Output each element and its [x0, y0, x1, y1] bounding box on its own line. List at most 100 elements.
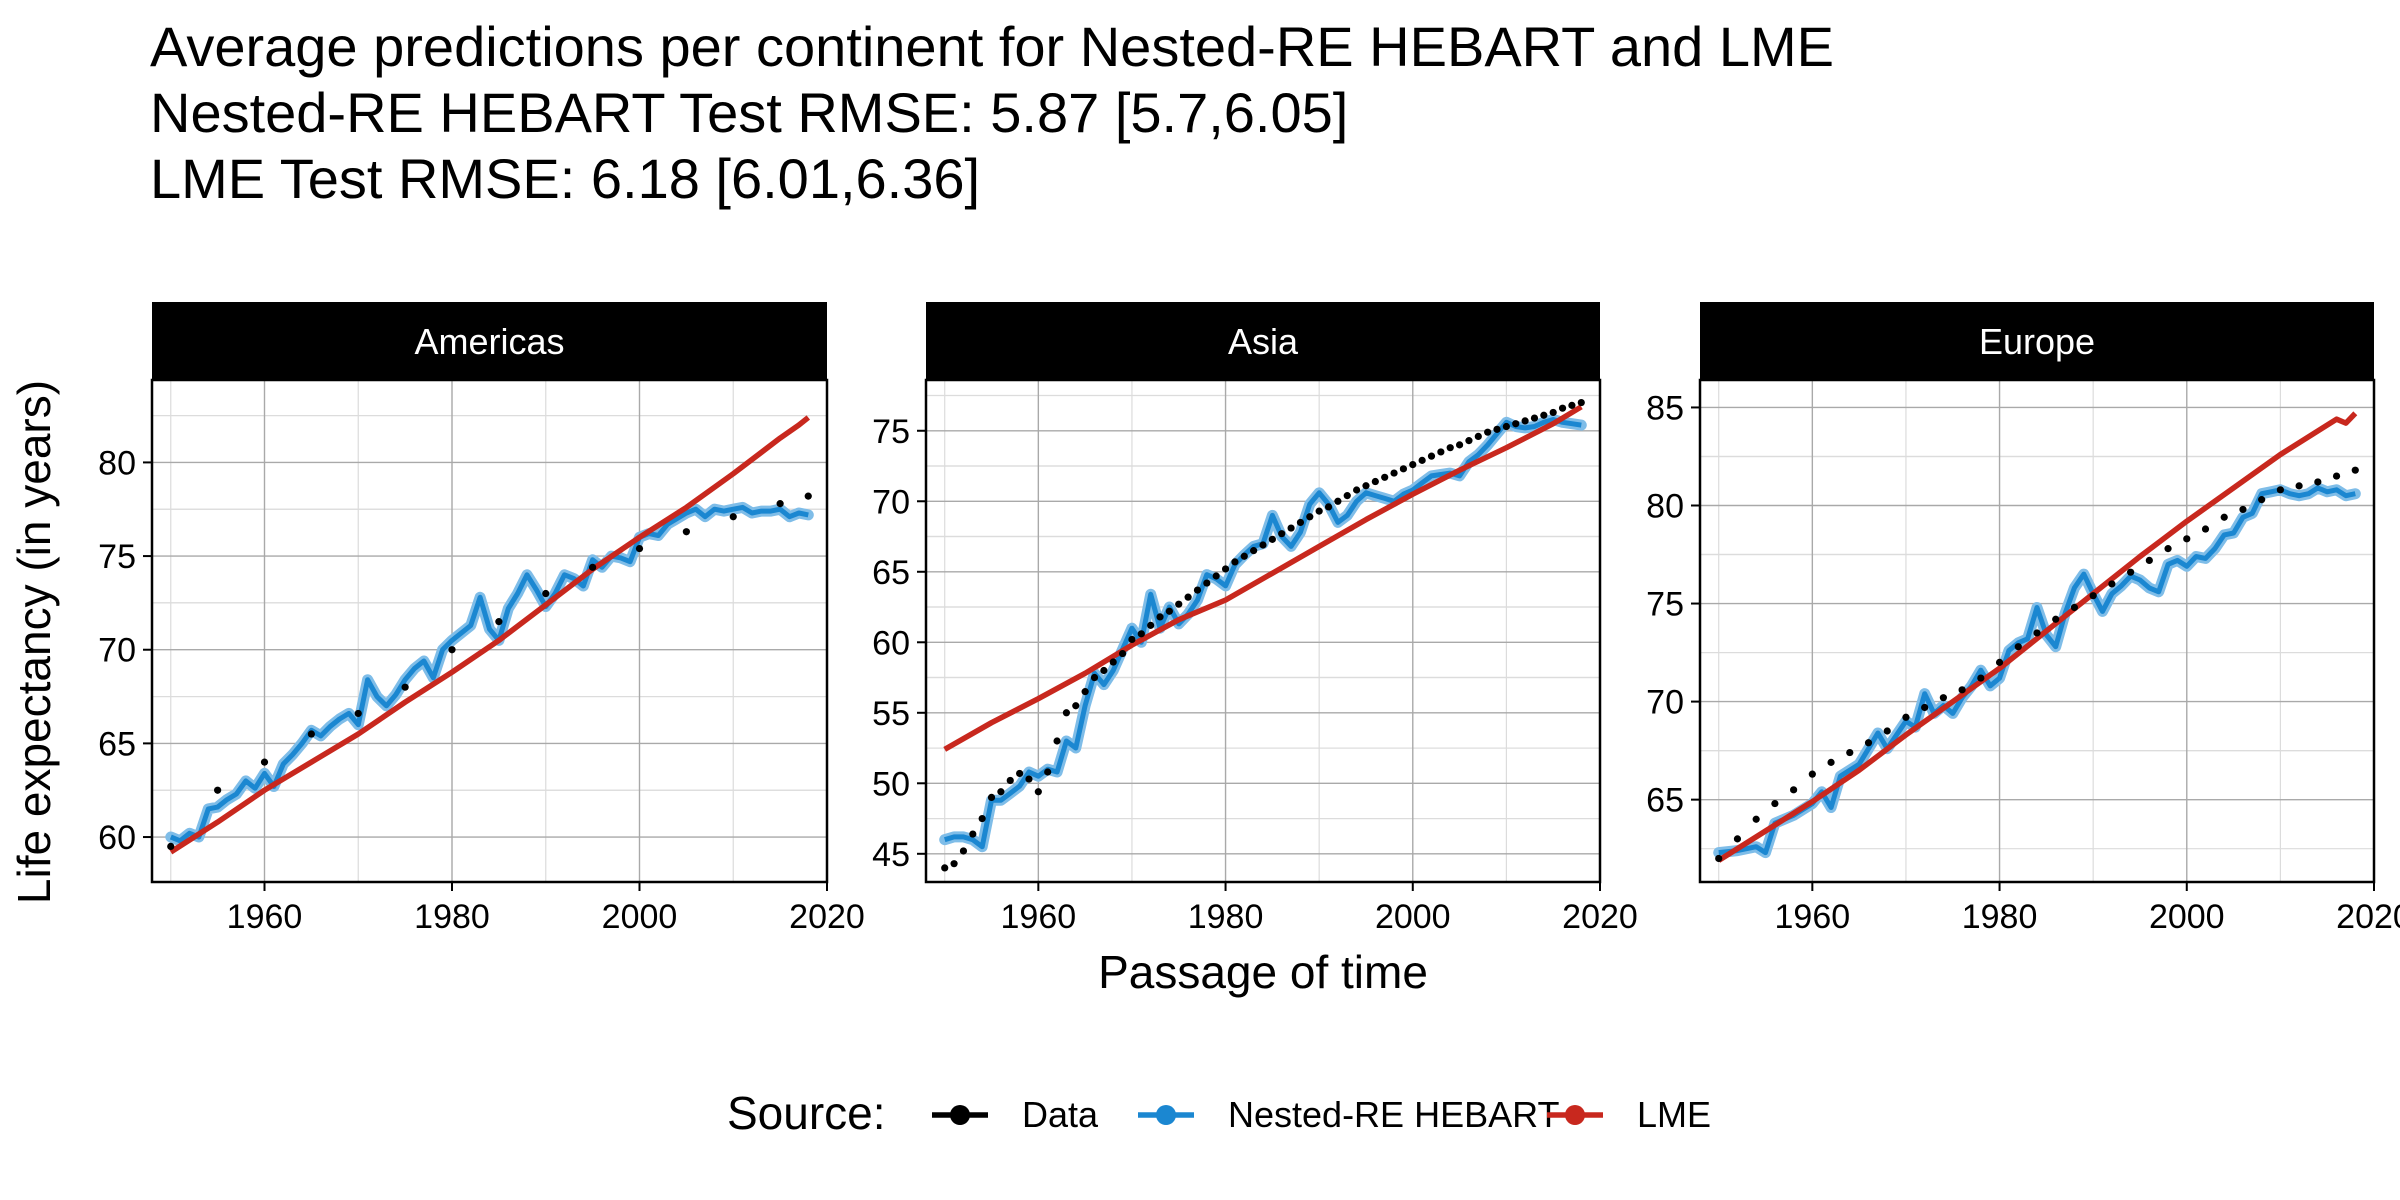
series-data-point — [682, 528, 690, 536]
series-data-point — [260, 758, 269, 766]
legend: Source: Data Nested-RE HEBART LME — [727, 1087, 1711, 1139]
series-data-point — [1577, 398, 1585, 407]
plot-area — [1713, 411, 2361, 863]
series-data-point — [1072, 702, 1080, 710]
x-tick-label: 1980 — [414, 898, 490, 936]
series-data-point — [1343, 492, 1351, 500]
series-data-point — [1044, 768, 1052, 776]
y-axis-title: Life expectancy (in years) — [8, 380, 60, 904]
y-tick-label: 60 — [872, 624, 910, 662]
series-data-point — [1399, 465, 1408, 473]
series-data-point — [2108, 580, 2116, 588]
series-data-point — [1752, 815, 1760, 823]
y-tick-label: 70 — [98, 632, 136, 670]
series-data-point — [1193, 586, 1202, 594]
x-tick-label: 2020 — [2336, 898, 2400, 936]
panel-americas: Americas 1960 1980 2000 2020 60 65 70 75 80 — [98, 302, 865, 936]
series-data-point — [959, 847, 968, 855]
series-data-point — [2201, 525, 2210, 533]
series-data-point — [776, 500, 784, 508]
series-data-point — [1053, 737, 1061, 745]
y-tick-label: 80 — [1646, 488, 1684, 526]
series-data-point — [2183, 535, 2191, 543]
chart-subtitle-hebart-rmse: Nested-RE HEBART Test RMSE: 5.87 [5.7,6.… — [150, 81, 1349, 144]
legend-item-hebart: Nested-RE HEBART — [1138, 1094, 1559, 1135]
series-data-point — [1118, 649, 1127, 658]
y-tick-label: 65 — [872, 554, 910, 592]
series-data-point — [1137, 630, 1145, 638]
panel-border — [150, 378, 829, 884]
y-tick-label: 50 — [872, 765, 910, 803]
series-data-point — [2164, 545, 2172, 553]
series-data-point — [1006, 776, 1014, 785]
series-data-point — [997, 788, 1005, 796]
series-data-point — [1827, 758, 1835, 766]
series-data-point — [1958, 686, 1966, 694]
facet-strip — [926, 302, 1600, 380]
series-data-point — [1025, 775, 1033, 783]
facet-strip-label: Americas — [414, 321, 564, 362]
x-tick-label: 2000 — [1375, 898, 1451, 936]
series-data-point — [1156, 613, 1164, 621]
series-data-point — [1418, 456, 1426, 464]
chart-panels: Americas 1960 1980 2000 2020 60 65 70 75 80 Asia 19… — [98, 302, 2400, 936]
series-data-point — [2295, 482, 2303, 490]
series-data-point — [1221, 565, 1230, 573]
series-data-point — [1268, 535, 1276, 543]
series-data-point — [1808, 770, 1816, 778]
y-tick-label: 80 — [98, 444, 136, 482]
series-data-point — [1568, 401, 1576, 409]
facet-strip-label: Asia — [1228, 321, 1299, 362]
series-data-point — [167, 842, 175, 851]
series-data-point — [1034, 788, 1042, 796]
y-tick-label: 65 — [98, 725, 136, 763]
series-data-point — [2276, 486, 2284, 494]
series-lme-line — [169, 415, 811, 855]
x-tick-label: 2000 — [2149, 898, 2225, 936]
series-data-point — [1771, 799, 1779, 808]
y-tick-label: 75 — [872, 413, 910, 451]
series-data-point — [1502, 422, 1510, 431]
series-data-point — [1203, 579, 1211, 587]
series-data-point — [1409, 461, 1417, 469]
series-data-point — [1484, 428, 1492, 436]
facet-strip — [1700, 302, 2374, 380]
series-data-point — [1315, 507, 1323, 515]
series-data-point — [1287, 524, 1295, 532]
panel-europe: Europe 1960 1980 2000 2020 65 70 75 80 85 — [1646, 302, 2400, 936]
y-tick-label: 55 — [872, 695, 910, 733]
series-data-point — [1240, 552, 1248, 560]
y-tick-label: 70 — [1646, 684, 1684, 722]
series-data-point — [589, 563, 597, 571]
series-data-point — [1231, 558, 1239, 566]
x-axis-title: Passage of time — [1098, 946, 1428, 998]
series-data-point — [2014, 643, 2022, 651]
legend-key-point — [1156, 1105, 1176, 1125]
series-data-point — [1090, 673, 1099, 682]
series-data-point — [448, 646, 456, 654]
series-data-point — [1558, 404, 1567, 412]
y-tick-label: 70 — [872, 483, 910, 521]
y-tick-label: 75 — [98, 538, 136, 576]
series-data-point — [1715, 854, 1723, 863]
chart-title: Average predictions per continent for Ne… — [150, 14, 1834, 212]
y-tick-label: 45 — [872, 836, 910, 874]
series-data-point — [1455, 441, 1464, 449]
x-tick-label: 2020 — [789, 898, 865, 936]
series-data-point — [1733, 835, 1742, 843]
series-data-point — [542, 589, 550, 598]
series-data-point — [1864, 739, 1873, 747]
series-data-point — [307, 730, 315, 738]
series-data-point — [1062, 709, 1071, 717]
series-data-point — [1549, 408, 1557, 417]
panel-asia: Asia 1960 1980 2000 2020 45 50 55 60 65 70 75 — [872, 302, 1638, 936]
series-data-point — [1184, 593, 1192, 601]
y-tick-label: 75 — [1646, 586, 1684, 624]
series-data-point — [1109, 658, 1117, 666]
series-data-point — [1902, 713, 1910, 721]
series-data-point — [1147, 621, 1155, 629]
legend-title: Source: — [727, 1087, 886, 1139]
series-data-point — [1175, 600, 1183, 608]
series-data-point — [1493, 425, 1501, 433]
